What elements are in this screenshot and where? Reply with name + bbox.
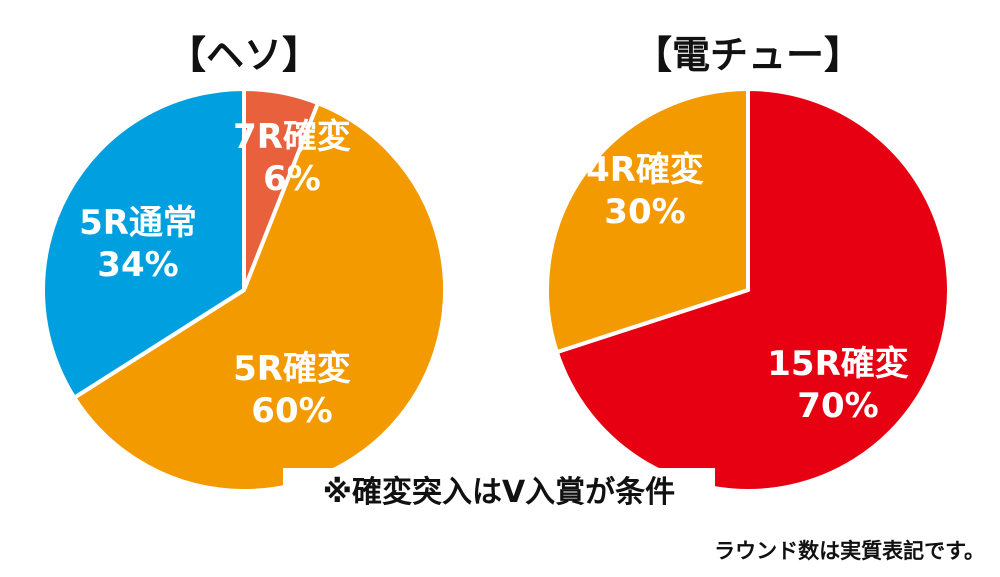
denchu-chart-title: 【電チュー】 xyxy=(634,33,862,77)
slice-5r-tsujo-value-label: 34% xyxy=(97,245,178,285)
heso-chart-title: 【ヘソ】 xyxy=(168,33,320,77)
slice-7r-kakuhen-value-label: 6% xyxy=(263,159,321,199)
slice-4r-kakuhen-label: 4R確変 xyxy=(586,150,704,190)
slice-15r-kakuhen-label: 15R確変 xyxy=(767,344,909,384)
slice-5r-kakuhen-value-label: 60% xyxy=(251,391,332,431)
slice-5r-kakuhen-label: 5R確変 xyxy=(233,349,351,389)
slice-5r-tsujo xyxy=(41,87,246,400)
slice-4r-kakuhen xyxy=(545,87,750,355)
note-background xyxy=(283,468,715,512)
v-entry-note: ※確変突入はV入賞が条件 xyxy=(323,475,675,510)
slice-5r-kakuhen xyxy=(72,101,447,493)
slice-15r-kakuhen-value-label: 70% xyxy=(797,386,878,426)
round-count-footnote: ラウンド数は実質表記です。 xyxy=(714,539,985,563)
slice-4r-kakuhen-value-label: 30% xyxy=(604,192,685,232)
slice-5r-tsujo-label: 5R通常 xyxy=(79,203,197,243)
slice-7r-kakuhen-label: 7R確変 xyxy=(233,117,351,157)
slice-15r-kakuhen xyxy=(554,87,951,493)
